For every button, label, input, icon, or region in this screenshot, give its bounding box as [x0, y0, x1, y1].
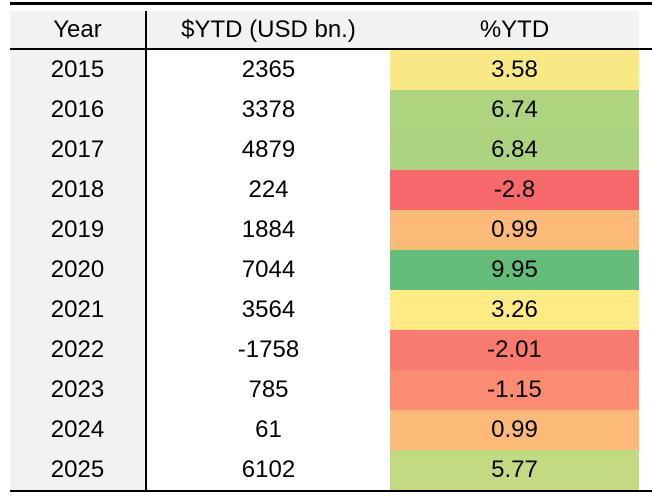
usd-ytd-cell: 3378 [147, 90, 390, 130]
table-row: 2018 224 -2.8 [10, 170, 639, 210]
year-cell: 2023 [10, 370, 147, 410]
usd-ytd-cell: 224 [147, 170, 390, 210]
table-row: 2016 3378 6.74 [10, 90, 639, 130]
table-row: 2021 3564 3.26 [10, 290, 639, 330]
heatmap-table: Year $YTD (USD bn.) %YTD 2015 2365 3.58 … [10, 2, 652, 492]
pct-ytd-cell: -2.01 [390, 330, 639, 370]
usd-ytd-cell: 785 [147, 370, 390, 410]
usd-ytd-cell: 1884 [147, 210, 390, 250]
year-cell: 2018 [10, 170, 147, 210]
year-cell: 2024 [10, 410, 147, 450]
pct-ytd-cell: -1.15 [390, 370, 639, 410]
year-cell: 2025 [10, 450, 147, 490]
usd-ytd-cell: 61 [147, 410, 390, 450]
pct-ytd-cell: 0.99 [390, 210, 639, 250]
table-row: 2017 4879 6.84 [10, 130, 639, 170]
table-row: 2022 -1758 -2.01 [10, 330, 639, 370]
pct-ytd-cell: 3.26 [390, 290, 639, 330]
table-header-row: Year $YTD (USD bn.) %YTD [10, 11, 639, 48]
column-header-pct-ytd: %YTD [390, 11, 639, 48]
usd-ytd-cell: -1758 [147, 330, 390, 370]
table-row: 2025 6102 5.77 [10, 450, 639, 490]
table-row: 2020 7044 9.95 [10, 250, 639, 290]
pct-ytd-cell: 6.74 [390, 90, 639, 130]
pct-ytd-cell: 6.84 [390, 130, 639, 170]
table-row: 2015 2365 3.58 [10, 50, 639, 90]
year-cell: 2021 [10, 290, 147, 330]
usd-ytd-cell: 7044 [147, 250, 390, 290]
year-cell: 2019 [10, 210, 147, 250]
year-cell: 2022 [10, 330, 147, 370]
pct-ytd-cell: 9.95 [390, 250, 639, 290]
usd-ytd-cell: 2365 [147, 50, 390, 90]
pct-ytd-cell: 0.99 [390, 410, 639, 450]
usd-ytd-cell: 6102 [147, 450, 390, 490]
table-row: 2023 785 -1.15 [10, 370, 639, 410]
pct-ytd-cell: -2.8 [390, 170, 639, 210]
usd-ytd-cell: 4879 [147, 130, 390, 170]
column-header-year: Year [10, 11, 147, 48]
column-header-usd-ytd: $YTD (USD bn.) [147, 11, 390, 48]
year-cell: 2017 [10, 130, 147, 170]
table-row: 2024 61 0.99 [10, 410, 639, 450]
year-cell: 2016 [10, 90, 147, 130]
table-row: 2019 1884 0.99 [10, 210, 639, 250]
pct-ytd-cell: 3.58 [390, 50, 639, 90]
table-rows: 2015 2365 3.58 2016 3378 6.74 2017 4879 … [10, 50, 652, 490]
usd-ytd-cell: 3564 [147, 290, 390, 330]
pct-ytd-cell: 5.77 [390, 450, 639, 490]
top-rule [10, 2, 652, 5]
year-cell: 2015 [10, 50, 147, 90]
header-rule [10, 48, 652, 50]
bottom-rule [10, 490, 652, 492]
year-cell: 2020 [10, 250, 147, 290]
